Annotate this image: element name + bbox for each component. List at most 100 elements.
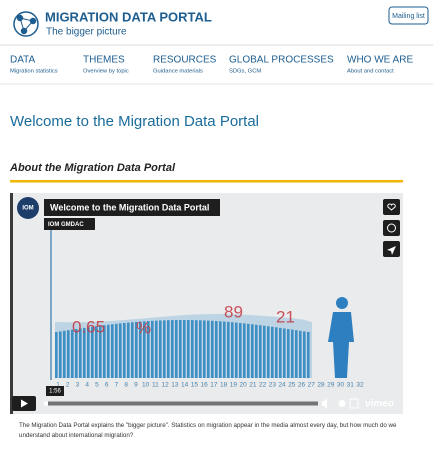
bar-stripe: [179, 320, 182, 378]
axis-number: 21: [249, 382, 257, 389]
bar-stripe: [243, 323, 246, 378]
site-subtitle: The bigger picture: [46, 27, 127, 38]
nav-label[interactable]: GLOBAL PROCESSES: [229, 55, 334, 66]
bar-stripe: [203, 320, 206, 378]
bar-stripe: [175, 320, 178, 378]
like-button[interactable]: [383, 199, 400, 215]
later-button[interactable]: [383, 220, 400, 236]
bar-stripe: [167, 320, 170, 378]
axis-number: 22: [259, 382, 267, 389]
axis-number: 1: [56, 382, 60, 389]
bar-stripe: [299, 330, 302, 378]
nav: DATA Migration statistics THEMES Overview b…: [10, 55, 413, 75]
bar-stripe: [75, 329, 78, 378]
bar-stripe: [291, 329, 294, 378]
axis-number: 3: [76, 382, 80, 389]
axis-number: 31: [347, 382, 355, 389]
video-edge: [10, 193, 13, 414]
axis-number: 23: [269, 382, 277, 389]
bar-stripe: [275, 327, 278, 378]
nav-sub[interactable]: About and contact: [347, 69, 394, 75]
axis-number: 15: [191, 382, 199, 389]
player-icons: [322, 398, 359, 409]
section-underline: [10, 180, 403, 183]
axis-number: 7: [115, 382, 119, 389]
bar-stripe: [99, 325, 102, 378]
bar-stripe: [119, 323, 122, 378]
bar-stripe: [215, 321, 218, 378]
axis-number: 24: [278, 382, 286, 389]
axis-number: 19: [230, 382, 238, 389]
section-title: About the Migration Data Portal: [9, 162, 176, 174]
heart-icon: [387, 203, 396, 211]
site-title[interactable]: MIGRATION DATA PORTAL: [45, 9, 212, 24]
bar-stripe: [103, 325, 106, 378]
video-axis-labels: 1 2 3 4 5 6 7 8 9 10 11 12 13 14 15 16 17 18 19 20 21 22 23 24 2…: [56, 382, 364, 389]
bar-stripe: [171, 320, 174, 378]
progress-track[interactable]: [44, 401, 318, 406]
time-tooltip: [46, 386, 64, 396]
bar-stripe: [207, 320, 210, 378]
volume-icon[interactable]: [322, 398, 327, 409]
bar-stripe: [259, 325, 262, 378]
axis-number: 26: [298, 382, 306, 389]
nav-label[interactable]: RESOURCES: [153, 55, 217, 66]
play-icon: [21, 399, 28, 408]
bar-stripe: [139, 321, 142, 378]
axis-number: 28: [317, 382, 325, 389]
axis-number: 5: [95, 382, 99, 389]
nav-label[interactable]: WHO WE ARE: [347, 55, 413, 66]
mailing-label[interactable]: Mailing list: [392, 13, 425, 20]
bar-stripe: [79, 328, 82, 378]
axis-number: 18: [220, 382, 228, 389]
axis-number: 16: [201, 382, 209, 389]
nav-sub[interactable]: SDGs, GCM: [229, 69, 261, 75]
bar-stripe: [283, 328, 286, 378]
axis-number: 25: [288, 382, 296, 389]
channel-logo[interactable]: [17, 197, 39, 219]
bar-stripe: [95, 326, 98, 378]
nav-sub[interactable]: Overview by topic: [83, 69, 129, 75]
bar-stripe: [227, 321, 230, 378]
bar-stripe: [223, 321, 226, 378]
settings-icon[interactable]: [338, 400, 346, 407]
bar-stripe: [127, 322, 130, 378]
bar-stripe: [211, 320, 214, 378]
nav-label[interactable]: THEMES: [83, 55, 125, 66]
nav-sub[interactable]: Guidance materials: [153, 69, 203, 75]
nav-label[interactable]: DATA: [10, 55, 36, 66]
vimeo-brand[interactable]: vimeo: [365, 399, 394, 410]
video-time: 1:56: [49, 389, 61, 395]
nav-sub[interactable]: Migration statistics: [10, 69, 58, 75]
progress-fill: [44, 401, 48, 406]
bar-stripe: [307, 332, 310, 378]
bar-stripe: [219, 321, 222, 378]
video-channel[interactable]: IOM GMDAC: [48, 222, 84, 228]
bar-stripe: [271, 326, 274, 378]
channel-logo-text: IOM: [22, 206, 33, 212]
bar-stripe: [279, 327, 282, 378]
overlay-number: 0.65: [72, 317, 105, 336]
bar-stripe: [147, 321, 150, 378]
bar-stripe: [287, 329, 290, 378]
mailing-button[interactable]: [388, 6, 429, 25]
bar-stripe: [55, 332, 58, 378]
bar-stripe: [91, 326, 94, 378]
figure: [328, 297, 354, 378]
bar-stripe: [87, 327, 90, 378]
fullscreen-icon[interactable]: [349, 398, 359, 409]
bar-stripe: [231, 322, 234, 378]
bar-stripe: [151, 320, 154, 378]
bar-stripe: [163, 320, 166, 378]
bar-stripe: [143, 321, 146, 378]
logo[interactable]: [13, 11, 39, 37]
video-bars: [55, 313, 312, 378]
page-heading: Welcome to the Migration Data Portal: [10, 113, 259, 130]
bar-stripe: [155, 320, 158, 378]
bar-stripe: [183, 320, 186, 378]
bar-stripe: [235, 322, 238, 378]
video-title[interactable]: Welcome to the Migration Data Portal: [50, 202, 209, 212]
axis-number: 6: [105, 382, 109, 389]
axis-number: 8: [124, 382, 128, 389]
